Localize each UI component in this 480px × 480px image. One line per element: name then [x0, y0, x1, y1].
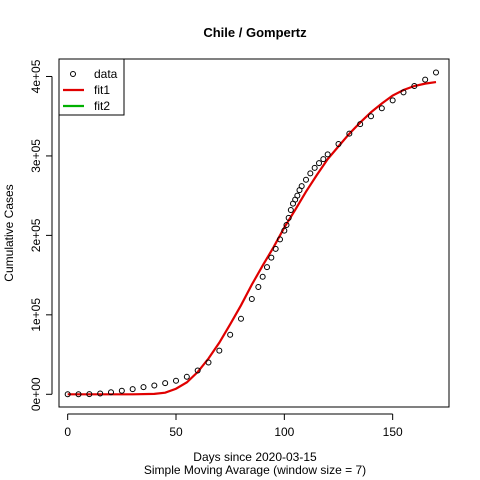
data-point — [227, 331, 234, 338]
data-point — [298, 183, 305, 190]
y-tick-label: 1e+05 — [29, 298, 43, 332]
legend-label-fit2: fit2 — [94, 99, 110, 113]
data-point — [264, 264, 270, 271]
data-point — [86, 391, 93, 398]
x-axis-label: Days since 2020-03-15 — [193, 450, 317, 464]
data-point — [357, 121, 364, 128]
data-point — [238, 315, 244, 322]
data-point — [248, 295, 255, 302]
data-point — [335, 141, 342, 148]
data-point — [303, 176, 309, 183]
data-point — [173, 377, 179, 384]
data-point — [433, 69, 439, 76]
x-tick-label: 50 — [169, 425, 183, 439]
data-point — [389, 97, 396, 104]
chart-title: Chile / Gompertz — [203, 25, 307, 40]
data-point — [294, 192, 301, 199]
data-point — [205, 359, 212, 366]
data-point — [268, 254, 275, 261]
y-tick-label: 0e+00 — [29, 377, 43, 411]
data-point — [311, 164, 318, 171]
legend-marker-data — [70, 71, 76, 77]
x-tick-label: 150 — [383, 425, 403, 439]
series-line-fit1 — [67, 80, 437, 396]
data-point — [259, 273, 266, 280]
chart-subtitle: Simple Moving Avarage (window size = 7) — [144, 463, 366, 477]
data-point — [75, 391, 82, 398]
data-point — [129, 386, 136, 393]
y-axis-label: Cumulative Cases — [2, 184, 16, 281]
data-point — [162, 380, 169, 387]
data-point — [324, 151, 331, 158]
data-point — [287, 206, 294, 213]
data-point — [346, 130, 353, 137]
data-point — [118, 387, 125, 394]
data-point — [368, 113, 374, 120]
data-point — [283, 222, 290, 229]
axes: 0 50 100 150 0e+00 1e+05 2e+05 3e+05 4e+05 — [29, 59, 403, 439]
data-point — [194, 367, 201, 374]
data-point — [255, 284, 262, 291]
legend-label-data: data — [94, 67, 118, 81]
data-point — [307, 170, 314, 177]
data-point — [316, 160, 322, 167]
legend: data fit1 fit2 — [58, 58, 125, 116]
data-point — [140, 384, 147, 391]
data-point — [411, 83, 418, 90]
plot-area — [64, 69, 439, 398]
data-point — [108, 389, 114, 396]
x-tick-label: 100 — [274, 425, 294, 439]
data-point — [64, 391, 71, 398]
data-point — [216, 347, 223, 354]
data-point — [285, 214, 292, 221]
data-point — [277, 236, 283, 243]
x-tick-label: 0 — [64, 425, 71, 439]
data-point — [422, 76, 429, 83]
data-point — [183, 373, 190, 380]
data-point — [281, 227, 288, 234]
y-tick-label: 3e+05 — [29, 139, 43, 173]
data-point — [400, 89, 407, 96]
data-point — [272, 245, 279, 252]
plot-box — [58, 58, 450, 408]
y-tick-label: 2e+05 — [29, 218, 43, 252]
data-point — [378, 105, 385, 112]
data-point — [151, 382, 158, 389]
data-point — [320, 156, 327, 163]
y-tick-label: 4e+05 — [29, 59, 43, 93]
data-point — [97, 390, 104, 397]
legend-label-fit1: fit1 — [94, 83, 110, 97]
